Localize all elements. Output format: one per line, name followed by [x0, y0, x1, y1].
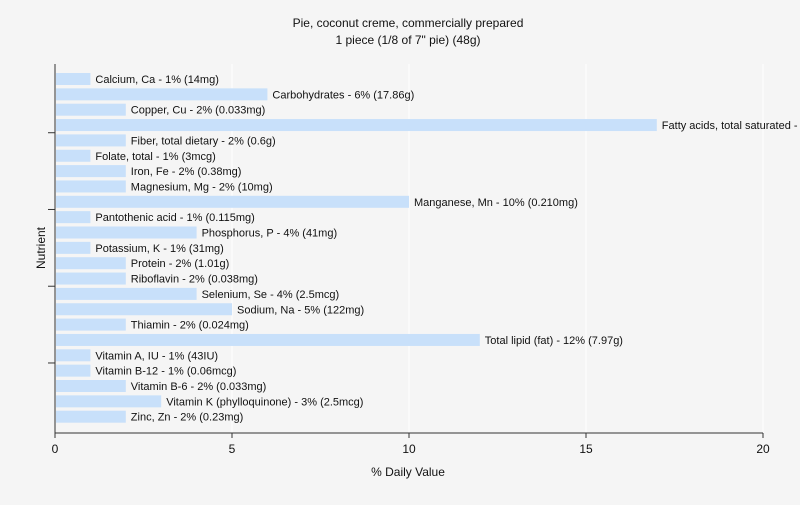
bar-label: Magnesium, Mg - 2% (10mg) [131, 181, 273, 193]
bar [56, 257, 126, 270]
bar-label: Phosphorus, P - 4% (41mg) [202, 228, 338, 240]
bar-label: Fiber, total dietary - 2% (0.6g) [131, 135, 276, 147]
chart-subtitle: 1 piece (1/8 of 7" pie) (48g) [335, 33, 480, 47]
bar-labels: Calcium, Ca - 1% (14mg) Carbohydrates - 6… [95, 74, 800, 424]
bar-label: Copper, Cu - 2% (0.033mg) [131, 105, 266, 117]
bar [56, 241, 91, 254]
bar [56, 364, 91, 377]
x-tick-label: 15 [579, 442, 593, 456]
bar-label: Zinc, Zn - 2% (0.23mg) [131, 412, 243, 424]
bar-label: Calcium, Ca - 1% (14mg) [95, 74, 218, 86]
bar-label: Vitamin B-6 - 2% (0.033mg) [131, 381, 267, 393]
bar [56, 410, 126, 423]
bar [56, 165, 126, 178]
x-tick-label: 10 [402, 442, 416, 456]
bar [56, 103, 126, 116]
bar-label: Selenium, Se - 4% (2.5mcg) [202, 289, 340, 301]
bar-label: Iron, Fe - 2% (0.38mg) [131, 166, 242, 178]
x-tick-label: 0 [52, 442, 59, 456]
bar [56, 180, 126, 193]
bar [56, 211, 91, 224]
bar [56, 349, 91, 362]
bar-label: Vitamin B-12 - 1% (0.06mcg) [95, 366, 236, 378]
bar-label: Riboflavin - 2% (0.038mg) [131, 274, 258, 286]
bar-label: Total lipid (fat) - 12% (7.97g) [485, 335, 623, 347]
bar-label: Pantothenic acid - 1% (0.115mg) [95, 212, 254, 224]
x-tick-label: 20 [756, 442, 770, 456]
bar-label: Manganese, Mn - 10% (0.210mg) [414, 197, 578, 209]
bar [56, 287, 197, 300]
bar [56, 119, 657, 132]
bars [56, 73, 657, 423]
bar [56, 134, 126, 147]
x-axis-title: % Daily Value [371, 465, 445, 479]
bar [56, 380, 126, 392]
y-axis-title: Nutrient [34, 226, 48, 269]
bar-label: Sodium, Na - 5% (122mg) [237, 304, 364, 316]
bar-label: Carbohydrates - 6% (17.86g) [272, 89, 414, 101]
bar-label: Fatty acids, total saturated - 17% (3.34… [662, 120, 800, 132]
bar-label: Vitamin K (phylloquinone) - 3% (2.5mcg) [166, 396, 363, 408]
bar [56, 226, 197, 239]
bar [56, 272, 126, 285]
bar-label: Vitamin A, IU - 1% (43IU) [95, 350, 218, 362]
bar-label: Protein - 2% (1.01g) [131, 258, 229, 270]
bar-label: Potassium, K - 1% (31mg) [95, 243, 223, 255]
x-tick-label: 5 [229, 442, 236, 456]
bar [56, 303, 232, 316]
bar [56, 333, 480, 346]
axes: 0 5 10 15 20 [48, 64, 770, 456]
bar [56, 88, 268, 101]
bar-label: Thiamin - 2% (0.024mg) [131, 320, 249, 332]
bar [56, 73, 91, 85]
bar [56, 149, 91, 162]
bar [56, 318, 126, 331]
chart-title: Pie, coconut creme, commercially prepare… [293, 16, 524, 30]
bar [56, 395, 162, 408]
bar-label: Folate, total - 1% (3mcg) [95, 151, 215, 163]
bar [56, 195, 409, 208]
